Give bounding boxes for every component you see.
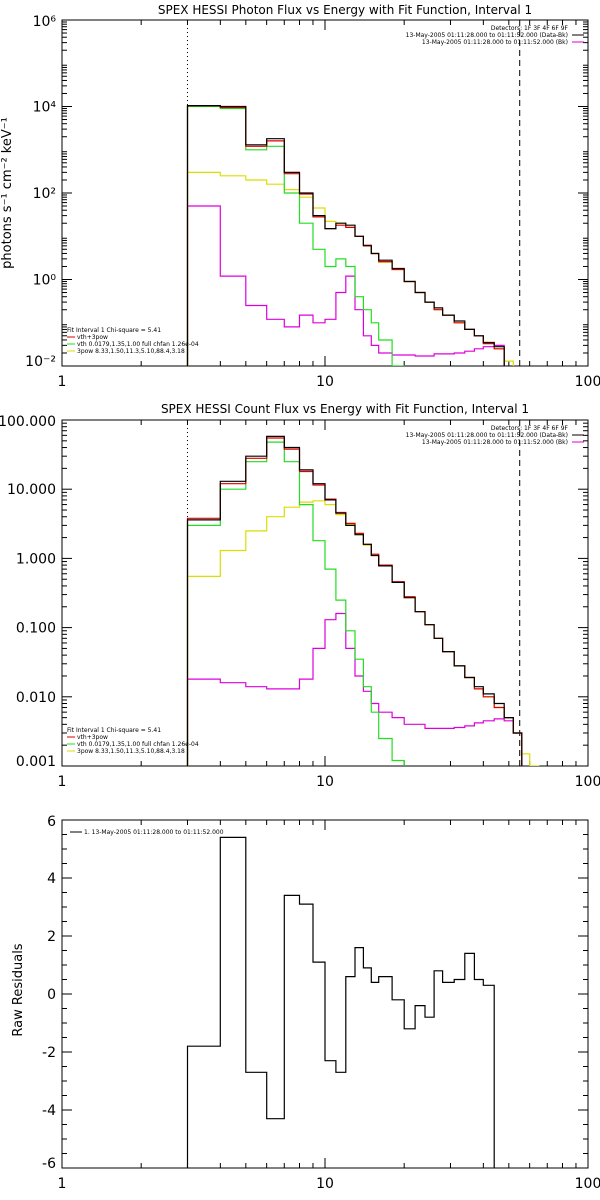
legend-entry: Fit Interval 1 Chi-square = 5.41 <box>67 727 161 734</box>
y-tick-label: 10² <box>33 186 56 202</box>
legend-entry: Fit Interval 1 Chi-square = 5.41 <box>67 327 161 334</box>
plot-area <box>186 105 514 366</box>
photon-panel-title: SPEX HESSI Photon Flux vs Energy with Fi… <box>158 3 532 17</box>
y-tick-label: 4 <box>47 871 56 887</box>
legend-entry: vth+3pow <box>77 734 108 741</box>
x-tick-label: 100 <box>575 374 600 390</box>
residuals-ylabel: Raw Residuals <box>11 943 26 1036</box>
legend-entry: vth+3pow <box>77 334 108 341</box>
y-tick-label: 100.000 <box>0 414 56 430</box>
y-tick-label: 10⁻² <box>25 354 56 370</box>
y-tick-label: 10.000 <box>7 482 56 498</box>
y-tick-label: 10⁰ <box>33 273 57 289</box>
plot-frame <box>61 19 589 367</box>
legend-entry: 13-May-2005 01:11:28.000 to 01:11:52.000… <box>406 32 568 39</box>
legend-entry: Detectors: 1F 3F 4F 6F 9F <box>491 425 569 432</box>
series-line <box>186 105 505 366</box>
y-tick-label: -2 <box>42 1045 56 1061</box>
y-tick-label: -6 <box>42 1156 56 1172</box>
x-tick-label: 1 <box>58 1176 67 1192</box>
x-tick-label: 10 <box>316 774 334 790</box>
y-tick-label: 0 <box>47 987 56 1003</box>
y-tick-label: 1.000 <box>16 551 56 567</box>
y-tick-label: 0.100 <box>16 621 56 637</box>
series-line <box>186 171 514 366</box>
series-line <box>186 435 523 766</box>
legend-entry: 3pow 8.33,1.50,11.3,5.10,88.4,3.18 <box>77 348 185 355</box>
count-flux-panel: SPEX HESSI Count Flux vs Energy with Fit… <box>0 402 600 790</box>
legend-entry: 13-May-2005 01:11:28.000 to 01:11:52.000… <box>422 439 568 446</box>
series-line <box>186 105 505 366</box>
x-tick-label: 10 <box>316 1176 334 1192</box>
plot-frame <box>61 419 589 767</box>
x-tick-label: 10 <box>316 374 334 390</box>
x-tick-label: 100 <box>575 774 600 790</box>
y-tick-label: 10⁶ <box>33 14 57 30</box>
legend-entry: 3pow 8.33,1.50,11.3,5.10,88.4,3.18 <box>77 748 185 755</box>
residuals-panel: Raw Residuals 1 10 100 -6 -4 -2 0 2 4 6 1. 13-May-… <box>11 814 600 1192</box>
legend-entry: 13-May-2005 01:11:28.000 to 01:11:52.000… <box>422 39 568 46</box>
plot-area <box>186 435 540 766</box>
legend-entry: 1. 13-May-2005 01:11:28.000 to 01:11:52.… <box>84 829 224 836</box>
photon-panel-ylabel: photons s⁻¹ cm⁻² keV⁻¹ <box>0 117 15 269</box>
y-tick-label: 0.001 <box>16 754 56 770</box>
legend-entry: vth 0.0179,1.35,1.00 full chfan 1.26e-04 <box>77 341 199 348</box>
plot-area <box>186 836 495 1168</box>
series-line <box>186 437 523 766</box>
y-tick-label: 0.010 <box>16 690 56 706</box>
legend-entry: vth 0.0179,1.35,1.00 full chfan 1.26e-04 <box>77 741 199 748</box>
y-tick-label: -4 <box>42 1103 56 1119</box>
series-line <box>186 612 523 766</box>
x-tick-label: 100 <box>575 1176 600 1192</box>
photon-flux-panel: SPEX HESSI Photon Flux vs Energy with Fi… <box>0 3 600 390</box>
y-tick-label: 2 <box>47 929 56 945</box>
legend-entry: 13-May-2005 01:11:28.000 to 01:11:52.000… <box>406 432 568 439</box>
legend-entry: Detectors: 1F 3F 4F 6F 9F <box>491 25 569 32</box>
series-line <box>186 205 505 366</box>
series-line <box>186 105 405 366</box>
y-tick-label: 10⁴ <box>33 100 57 116</box>
y-tick-label: 6 <box>47 814 56 830</box>
x-tick-label: 1 <box>58 374 67 390</box>
series-line <box>186 836 495 1168</box>
series-line <box>186 441 405 766</box>
x-tick-label: 1 <box>58 774 67 790</box>
count-panel-title: SPEX HESSI Count Flux vs Energy with Fit… <box>161 402 529 416</box>
